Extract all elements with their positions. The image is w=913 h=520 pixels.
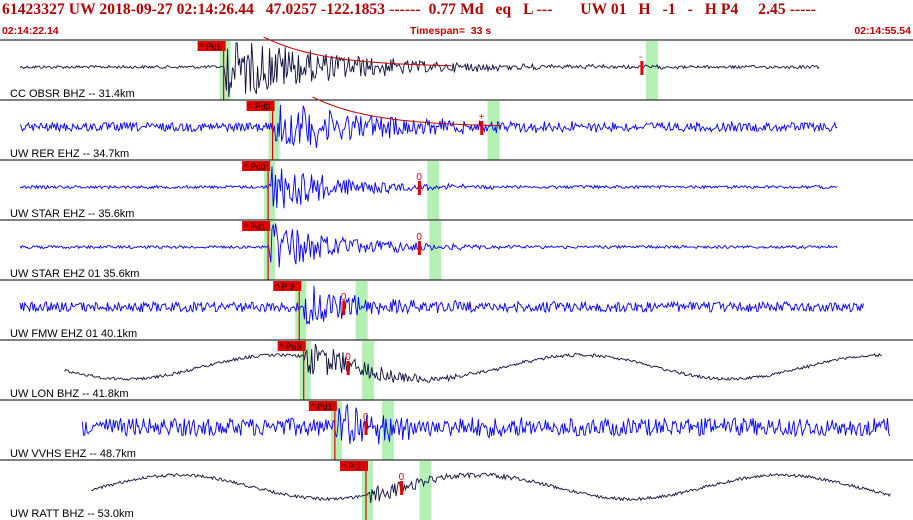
event-title: 61423327 UW 2018-09-27 02:14:26.44 47.02… [2, 1, 817, 18]
p-window [264, 161, 276, 220]
s-mark-label: 0 [416, 172, 422, 183]
event-header: 61423327 UW 2018-09-27 02:14:26.44 47.02… [0, 0, 913, 40]
s-mark-label: 0 [399, 472, 405, 483]
phase-tag-box[interactable] [242, 161, 271, 171]
p-window [219, 41, 231, 100]
timespan-label: Timespan= 33 s [410, 25, 492, 37]
p-window [268, 101, 280, 160]
s-mark-label: 0 [363, 412, 369, 423]
s-mark-label: 0 [345, 352, 351, 363]
station-label: UW RER EHZ -- 34.7km [10, 148, 129, 160]
waveform [19, 42, 820, 98]
phase-tag: ^ Pd3 [280, 342, 302, 352]
phase-tag: ^ Pd0 [249, 102, 271, 112]
phase-tag-box[interactable] [340, 461, 368, 471]
station-label: UW LON BHZ -- 41.8km [10, 388, 129, 400]
s-mark-label: + [479, 112, 485, 123]
trace-panel-5[interactable]: ^ P 3 0 UW FMW EHZ 01 40.1km [0, 279, 913, 340]
phase-tag-box[interactable] [246, 101, 275, 111]
s-window [381, 401, 394, 460]
station-label: UW STAR EHZ -- 35.6km [10, 208, 134, 220]
station-label: CC OBSR BHZ -- 31.4km [10, 88, 135, 100]
phase-tag: ^ P 2 [342, 462, 361, 472]
station-label: UW RATT BHZ -- 53.0km [10, 508, 134, 520]
phase-tag: ^ Pd1 [244, 222, 266, 232]
s-window [419, 461, 432, 520]
trace-panel-3[interactable]: ^ Pd0 0 UW STAR EHZ -- 35.6km [0, 159, 913, 220]
s-window [429, 221, 442, 280]
waveform [81, 403, 891, 445]
phase-tag: ^ P 3 [275, 282, 294, 292]
p-window [330, 401, 342, 460]
phase-tag-box[interactable] [273, 281, 302, 291]
p-window [299, 341, 311, 400]
trace-panel-7[interactable]: ^ Pd1 0 UW VVHS EHZ -- 48.7km [0, 399, 913, 460]
station-label: UW FMW EHZ 01 40.1km [10, 328, 137, 340]
start-time: 02:14:22.14 [2, 25, 59, 37]
end-time: 02:14:55.54 [854, 25, 911, 37]
s-window [645, 41, 658, 100]
s-window [355, 281, 368, 340]
coda-fit-curve [263, 36, 452, 67]
phase-tag: ^ Pd0 [244, 162, 266, 172]
waveform [91, 472, 891, 504]
s-mark-label: 0 [341, 292, 347, 303]
s-window [362, 341, 375, 400]
trace-panel-8[interactable]: ^ P 2 0 UW RATT BHZ -- 53.0km [0, 459, 913, 520]
waveform [19, 285, 865, 326]
phase-tag: ^ Pd1 [200, 42, 222, 52]
phase-tag-box[interactable] [308, 401, 337, 411]
waveform [19, 166, 838, 209]
s-mark-label: 0 [416, 232, 422, 243]
phase-tag-box[interactable] [277, 341, 306, 351]
waveform [19, 223, 838, 268]
station-label: UW VVHS EHZ -- 48.7km [10, 448, 136, 460]
trace-panel-1[interactable]: ^ Pd1 - CC OBSR BHZ -- 31.4km [0, 36, 913, 100]
station-label: UW STAR EHZ 01 35.6km [10, 268, 139, 280]
s-window [427, 161, 440, 220]
phase-tag-box[interactable] [242, 221, 271, 231]
p-window [362, 461, 373, 520]
waveform [64, 343, 882, 383]
trace-panel-6[interactable]: ^ Pd3 0 UW LON BHZ -- 41.8km [0, 339, 913, 400]
waveform [19, 104, 838, 148]
trace-panel-2[interactable]: ^ Pd0 + UW RER EHZ -- 34.7km [0, 96, 913, 160]
phase-tag: ^ Pd1 [311, 402, 333, 412]
coda-fit-curve [312, 96, 501, 127]
trace-panel-4[interactable]: ^ Pd1 0 UW STAR EHZ 01 35.6km [0, 219, 913, 280]
phase-tag-box[interactable] [197, 41, 226, 51]
s-mark-label: - [639, 52, 642, 63]
p-window [295, 281, 307, 340]
